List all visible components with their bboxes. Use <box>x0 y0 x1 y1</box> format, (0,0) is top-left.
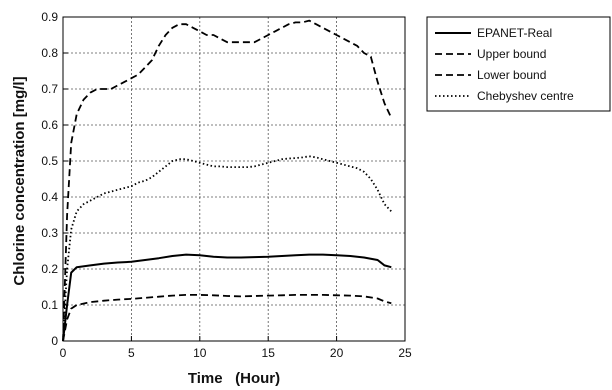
legend-label: Upper bound <box>477 47 546 61</box>
y-tick-label: 0.6 <box>41 118 58 132</box>
tick-labels: 0 5 10 15 20 25 0 0.1 0.2 0.3 0.4 0.5 0.6 0.7 0.8 0.9 <box>41 10 412 360</box>
legend-label: Lower bound <box>477 68 546 82</box>
y-tick-label: 0.5 <box>41 154 58 168</box>
y-tick-label: 0.1 <box>41 298 58 312</box>
series-group <box>62 19 393 342</box>
y-axis-title: Chlorine concentration [mg/l] <box>11 76 28 285</box>
y-tick-label: 0.8 <box>41 46 58 60</box>
x-axis-title: Time (Hour) <box>188 370 280 387</box>
y-tick-label: 0.9 <box>41 10 58 24</box>
y-tick-label: 0 <box>51 334 58 348</box>
series-line-epanet-real <box>62 253 392 342</box>
y-tick-label: 0.3 <box>41 226 58 240</box>
legend-items: EPANET-Real Upper bound Lower bound Chebysh… <box>435 26 574 103</box>
y-tick-label: 0.7 <box>41 82 58 96</box>
series-line-upper-bound <box>62 19 393 342</box>
x-tick-label: 15 <box>262 346 276 360</box>
x-tick-label: 0 <box>60 346 67 360</box>
x-tick-label: 5 <box>128 346 135 360</box>
y-tick-label: 0.2 <box>41 262 58 276</box>
series-line-lower-bound <box>62 294 392 342</box>
grid <box>63 17 405 341</box>
x-tick-label: 25 <box>398 346 412 360</box>
x-tick-label: 20 <box>330 346 344 360</box>
y-tick-label: 0.4 <box>41 190 58 204</box>
series-line-chebyshev-centre <box>62 155 392 342</box>
plot-frame <box>62 16 406 342</box>
legend: EPANET-Real Upper bound Lower bound Chebysh… <box>426 16 611 112</box>
x-tick-label: 10 <box>193 346 207 360</box>
legend-label: EPANET-Real <box>477 26 552 40</box>
legend-label: Chebyshev centre <box>477 89 574 103</box>
